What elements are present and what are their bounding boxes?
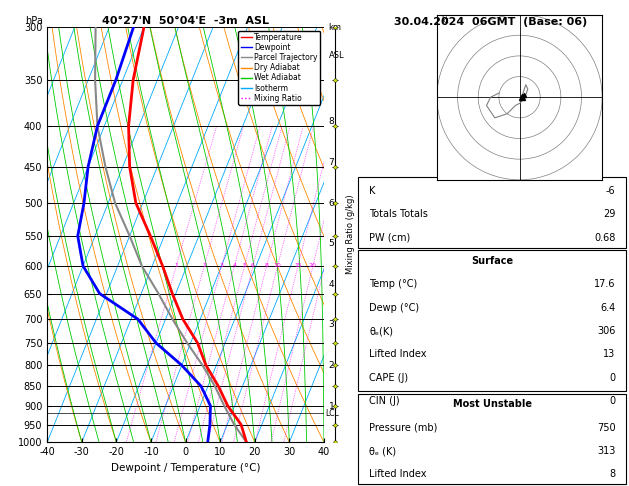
Text: ASL: ASL [328, 51, 344, 60]
Text: -6: -6 [606, 186, 615, 196]
Text: 8: 8 [265, 263, 269, 268]
Text: 2: 2 [328, 361, 334, 370]
Text: 6: 6 [251, 263, 255, 268]
Text: 10: 10 [274, 263, 281, 268]
Text: 1: 1 [174, 263, 178, 268]
Text: 750: 750 [597, 423, 615, 433]
Text: 4: 4 [232, 263, 237, 268]
Text: 0.68: 0.68 [594, 233, 615, 243]
Text: 0: 0 [610, 396, 615, 406]
Text: 1: 1 [328, 402, 335, 411]
Text: Mixing Ratio (g/kg): Mixing Ratio (g/kg) [346, 195, 355, 274]
Text: Most Unstable: Most Unstable [453, 399, 532, 410]
Text: Temp (°C): Temp (°C) [369, 279, 417, 290]
Text: 5: 5 [328, 239, 335, 248]
Text: 30.04.2024  06GMT  (Base: 06): 30.04.2024 06GMT (Base: 06) [394, 17, 587, 27]
Text: Lifted Index: Lifted Index [369, 349, 426, 360]
Text: Dewp (°C): Dewp (°C) [369, 303, 419, 313]
Text: hPa: hPa [25, 16, 43, 26]
Text: 5: 5 [243, 263, 247, 268]
Text: 313: 313 [597, 446, 615, 456]
Text: CAPE (J): CAPE (J) [369, 373, 408, 383]
Text: 6.4: 6.4 [600, 303, 615, 313]
X-axis label: Dewpoint / Temperature (°C): Dewpoint / Temperature (°C) [111, 463, 260, 473]
Text: 3: 3 [328, 320, 335, 330]
Text: LCL: LCL [326, 409, 339, 418]
Text: θₑ(K): θₑ(K) [369, 326, 393, 336]
Text: Totals Totals: Totals Totals [369, 209, 428, 220]
Text: 7: 7 [328, 158, 335, 167]
Text: 8: 8 [328, 118, 335, 126]
Text: 0: 0 [610, 373, 615, 383]
Text: 8: 8 [610, 469, 615, 480]
Legend: Temperature, Dewpoint, Parcel Trajectory, Dry Adiabat, Wet Adiabat, Isotherm, Mi: Temperature, Dewpoint, Parcel Trajectory… [238, 31, 320, 105]
Text: 20: 20 [309, 263, 317, 268]
Text: 13: 13 [603, 349, 615, 360]
Text: Surface: Surface [471, 256, 513, 266]
Text: 17.6: 17.6 [594, 279, 615, 290]
Text: K: K [369, 186, 376, 196]
Text: CIN (J): CIN (J) [369, 396, 399, 406]
Text: km: km [328, 23, 342, 33]
Text: 15: 15 [294, 263, 302, 268]
Text: 4: 4 [328, 280, 334, 289]
Title: 40°27'N  50°04'E  -3m  ASL: 40°27'N 50°04'E -3m ASL [102, 16, 269, 26]
Text: 6: 6 [328, 199, 335, 208]
Bar [358, 177, 626, 248]
Text: Pressure (mb): Pressure (mb) [369, 423, 437, 433]
Bar [358, 394, 626, 484]
Text: PW (cm): PW (cm) [369, 233, 410, 243]
Text: 3: 3 [220, 263, 223, 268]
Text: θₑ (K): θₑ (K) [369, 446, 396, 456]
Text: Lifted Index: Lifted Index [369, 469, 426, 480]
Text: 29: 29 [603, 209, 615, 220]
Text: 306: 306 [597, 326, 615, 336]
Bar [358, 250, 626, 391]
Text: 2: 2 [203, 263, 206, 268]
